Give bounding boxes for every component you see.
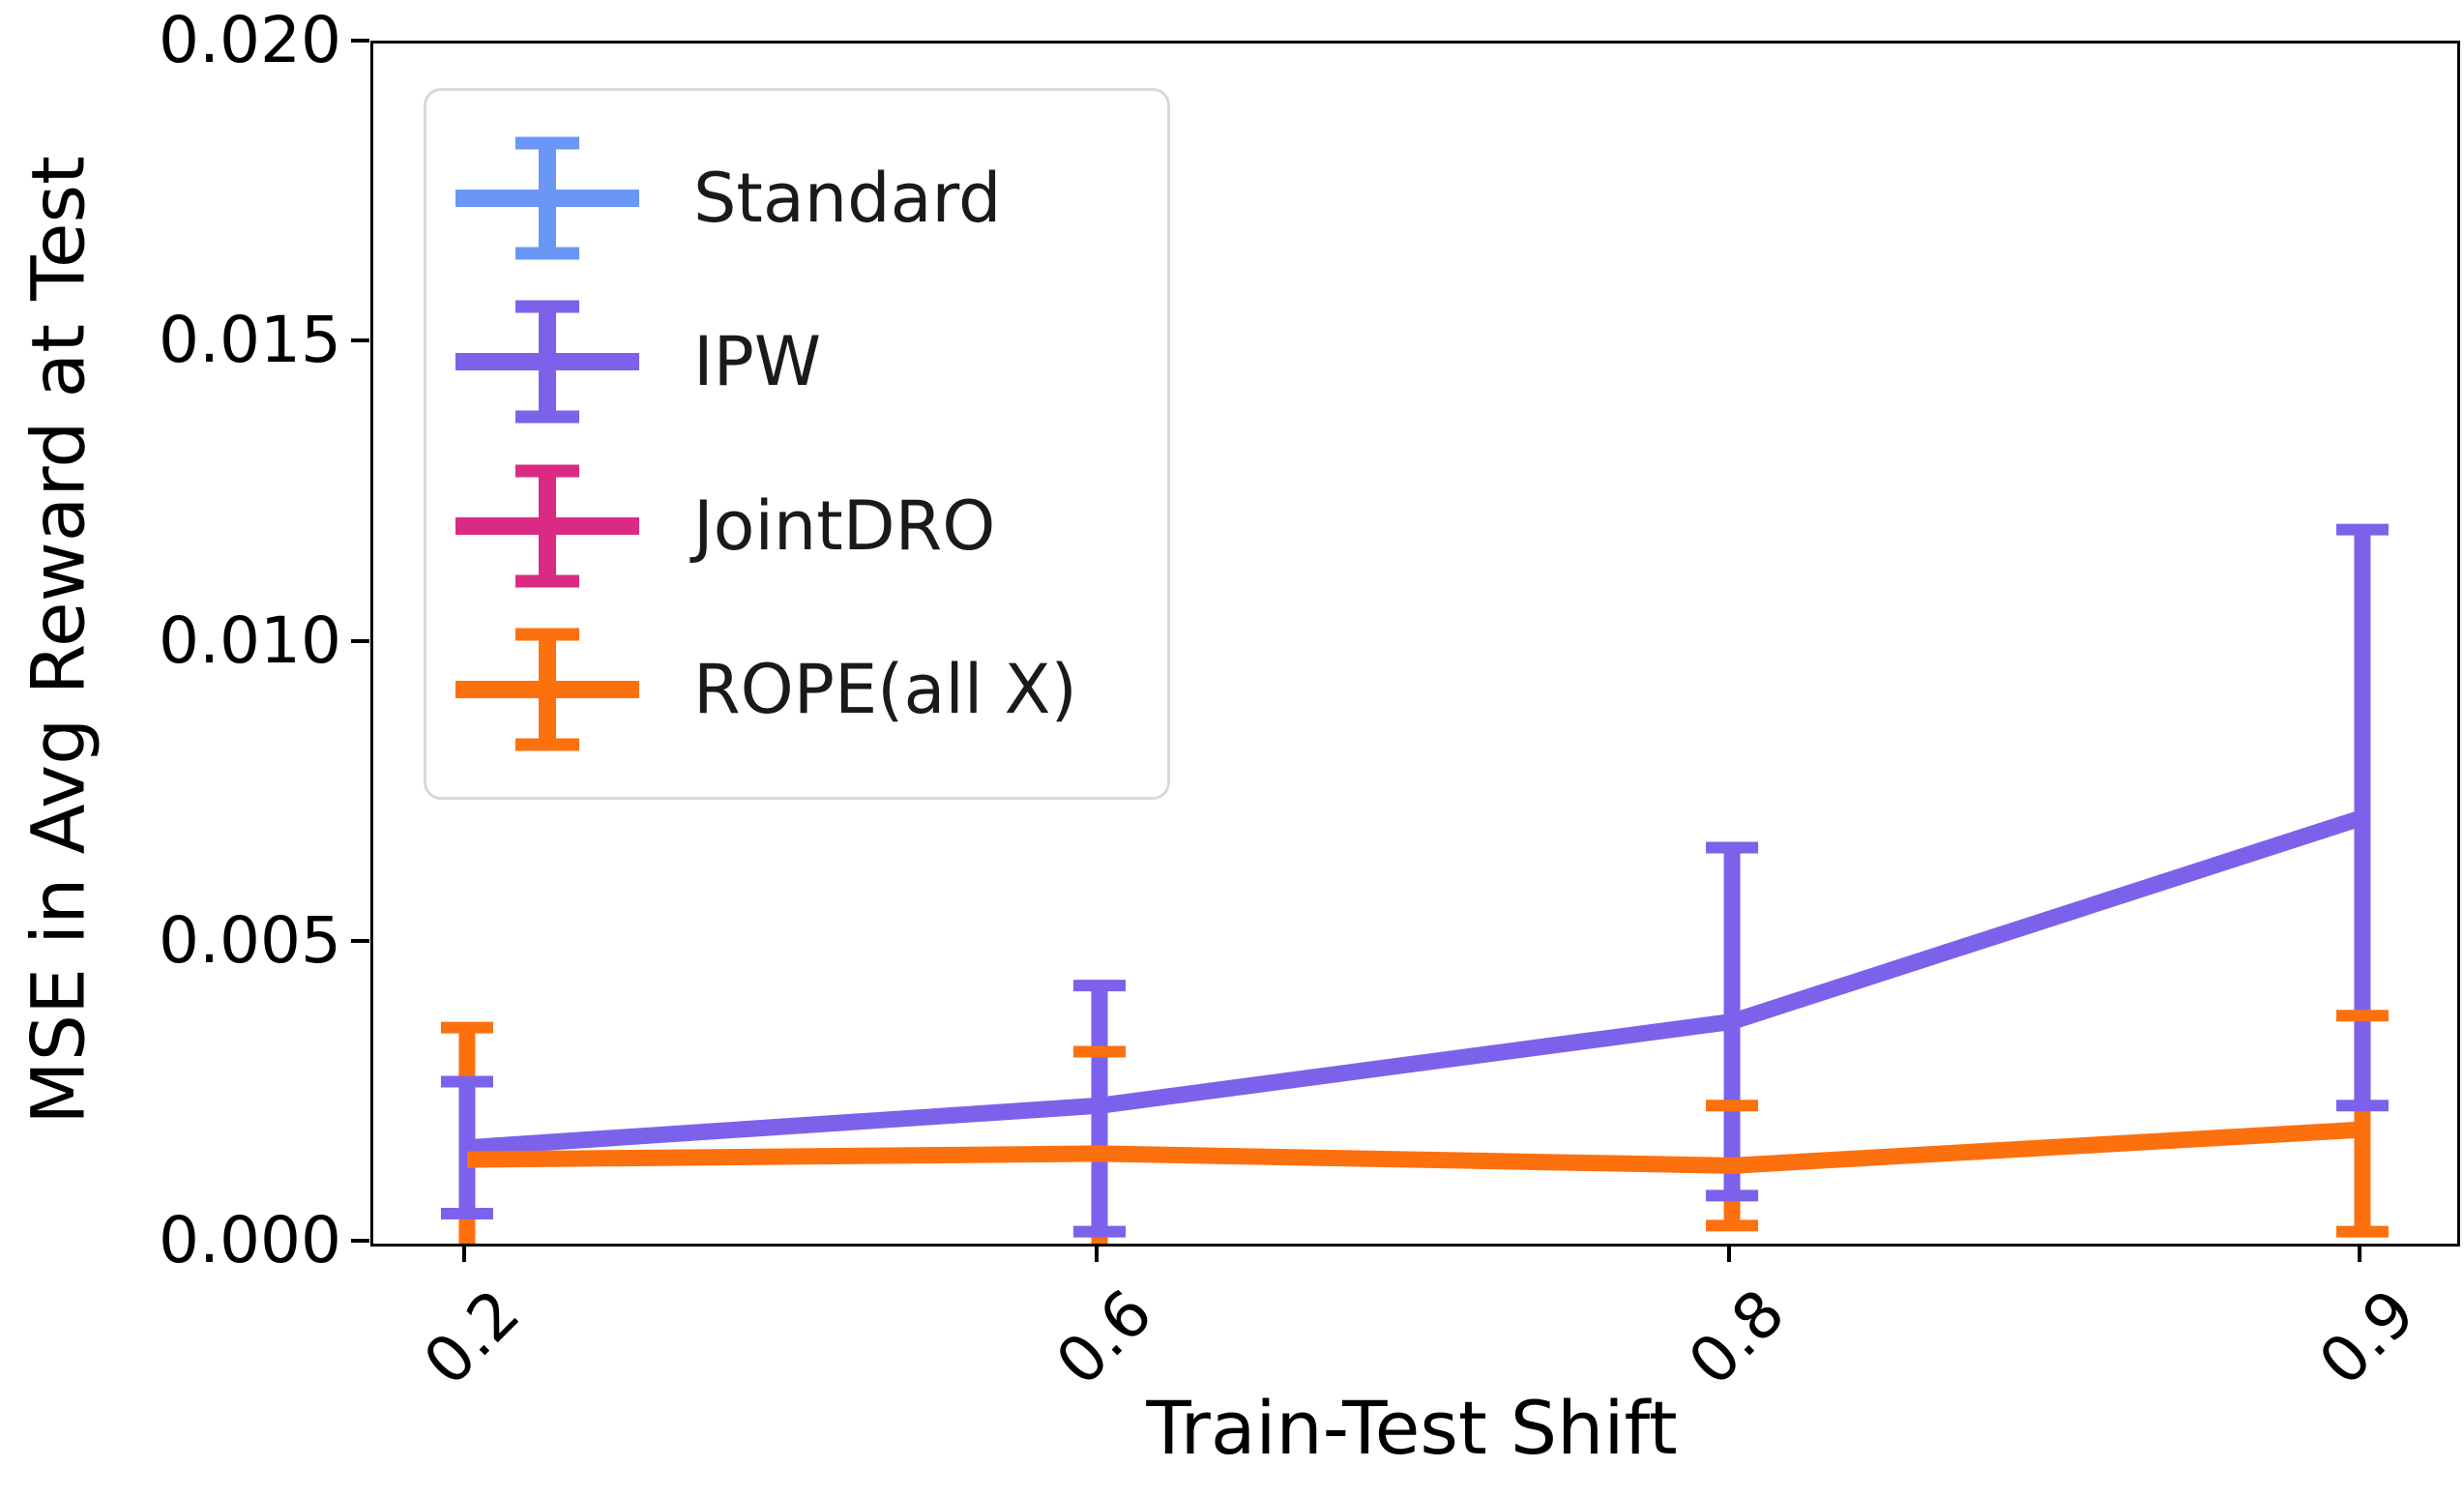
x-axis-label: Train-Test Shift bbox=[1146, 1385, 1678, 1471]
y-tick-mark bbox=[351, 938, 369, 943]
errorbar-marker-icon bbox=[455, 136, 639, 260]
y-tick-mark bbox=[351, 338, 369, 343]
chart-canvas bbox=[440, 523, 2389, 1244]
legend: Standard IPW JointDRO ROPE(all X) bbox=[424, 88, 1170, 800]
x-tick-mark bbox=[461, 1244, 466, 1262]
x-tick-label: 0.6 bbox=[1041, 1275, 1167, 1400]
x-tick-mark bbox=[2357, 1244, 2361, 1262]
errorbar-marker-icon bbox=[455, 628, 639, 751]
errorbar-marker-icon bbox=[455, 300, 639, 424]
legend-label: ROPE(all X) bbox=[693, 650, 1077, 730]
series-line-IPW bbox=[466, 809, 2365, 1157]
legend-label: IPW bbox=[693, 322, 822, 402]
x-tick-label: 0.9 bbox=[2304, 1275, 2430, 1400]
legend-item: Standard bbox=[455, 126, 1138, 271]
y-tick-mark bbox=[351, 39, 369, 43]
y-axis-label: MSE in Avg Reward at Test bbox=[15, 156, 102, 1125]
x-tick-label: 0.2 bbox=[409, 1275, 535, 1400]
legend-item: IPW bbox=[455, 289, 1138, 434]
y-tick-label: 0.015 bbox=[159, 303, 341, 378]
x-tick-label: 0.8 bbox=[1674, 1275, 1800, 1400]
y-tick-label: 0.005 bbox=[159, 902, 341, 978]
y-tick-label: 0.020 bbox=[159, 3, 341, 77]
legend-label: JointDRO bbox=[693, 485, 996, 566]
plot-area: Standard IPW JointDRO ROPE(all X) bbox=[370, 41, 2460, 1247]
legend-item: JointDRO bbox=[455, 454, 1138, 599]
x-tick-mark bbox=[1095, 1244, 1100, 1262]
legend-label: Standard bbox=[693, 158, 1002, 238]
y-tick-mark bbox=[351, 638, 369, 643]
y-tick-mark bbox=[351, 1239, 369, 1243]
series-line-ROPE(all X) bbox=[466, 1121, 2363, 1174]
x-tick-mark bbox=[1727, 1244, 1732, 1262]
errorbar-marker-icon bbox=[455, 464, 639, 588]
legend-item: ROPE(all X) bbox=[455, 617, 1138, 762]
y-tick-label: 0.010 bbox=[159, 602, 341, 678]
y-tick-label: 0.000 bbox=[159, 1203, 341, 1277]
